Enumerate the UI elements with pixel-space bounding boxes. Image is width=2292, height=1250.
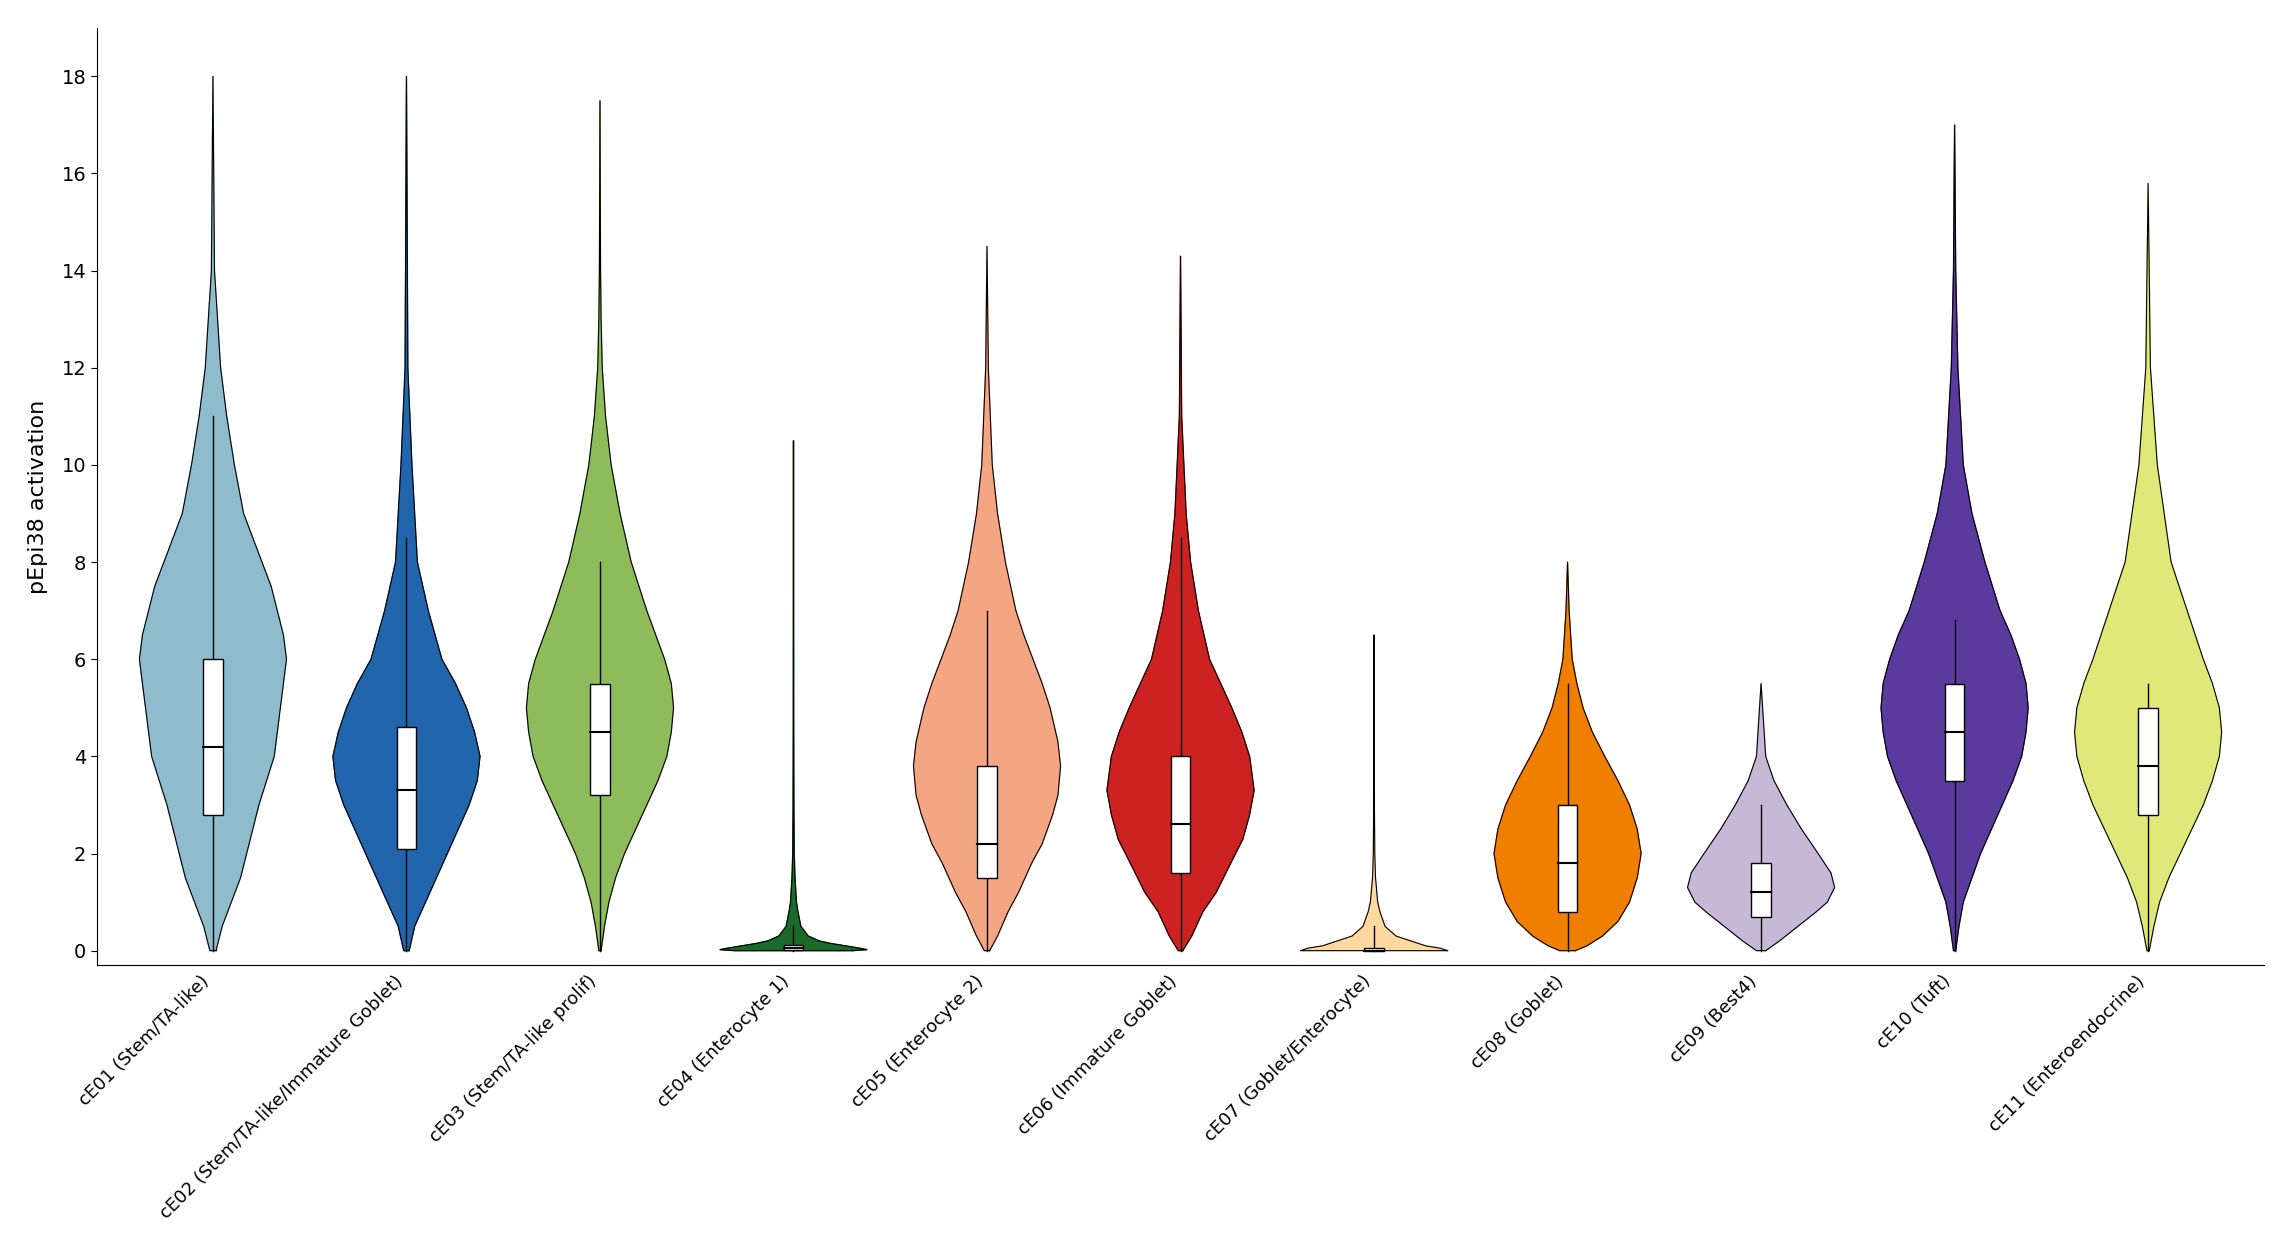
Polygon shape: [527, 101, 674, 951]
Polygon shape: [915, 246, 1061, 951]
Bar: [1559, 805, 1577, 911]
Polygon shape: [2074, 184, 2221, 951]
Bar: [1364, 949, 1384, 951]
Polygon shape: [1107, 256, 1254, 951]
Polygon shape: [1687, 684, 1834, 951]
Bar: [591, 684, 610, 795]
Polygon shape: [1882, 125, 2028, 951]
Bar: [1171, 756, 1190, 872]
Polygon shape: [332, 76, 479, 951]
Polygon shape: [1300, 635, 1449, 951]
Bar: [1946, 684, 1964, 781]
Bar: [1751, 864, 1772, 916]
Polygon shape: [720, 441, 866, 951]
Bar: [204, 659, 222, 815]
Bar: [784, 945, 802, 950]
Y-axis label: pEpi38 activation: pEpi38 activation: [28, 400, 48, 594]
Bar: [397, 728, 417, 849]
Bar: [976, 766, 997, 878]
Polygon shape: [140, 76, 286, 951]
Bar: [2138, 707, 2157, 815]
Polygon shape: [1494, 562, 1641, 951]
